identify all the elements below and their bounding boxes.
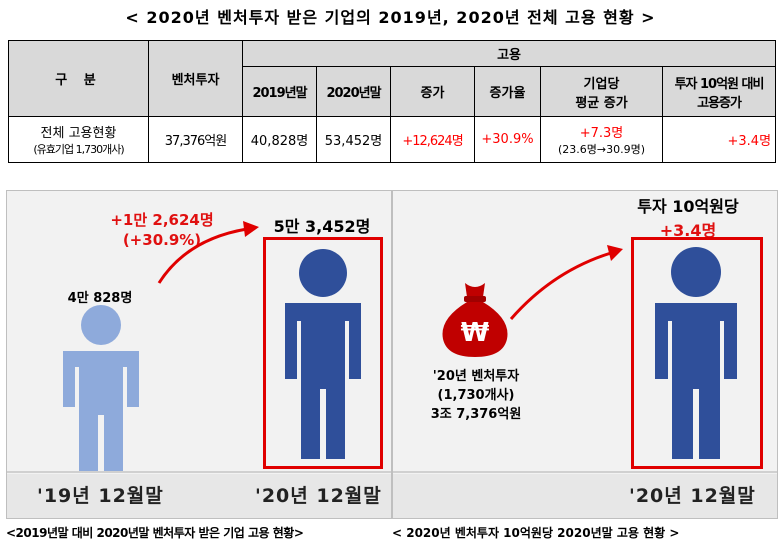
right-infographic-panel: 투자 10억원당 +3.4명 ₩ '20년 벤처투자 (1,730개사) 3조 … xyxy=(392,190,778,519)
year-2020-label: '20년 12월말 xyxy=(629,485,756,507)
cell-avg-line1: +7.3명 xyxy=(579,126,624,141)
cell-avg-line2: (23.6명→30.9명) xyxy=(557,143,646,156)
right-caption: < 2020년 벤처투자 10억원당 2020년말 고용 현황 > xyxy=(392,521,776,545)
header-rate: 증가율 xyxy=(474,66,541,117)
employment-table: 구 분 벤처투자 고용 2019년말 2020년말 증가 증가율 기업당 평균 … xyxy=(8,40,777,163)
cell-emp2019: 40,828명 xyxy=(242,116,317,163)
left-infographic-panel: +1만 2,624명 (+30.9%) 4만 828명 5만 3,452명 '1… xyxy=(6,190,392,519)
floor-band xyxy=(393,474,777,518)
per-title-label: 투자 10억원당 xyxy=(637,197,739,216)
header-avg-line1: 기업당 xyxy=(583,76,620,92)
cell-avg: +7.3명 (23.6명→30.9명) xyxy=(540,116,663,163)
person-icon xyxy=(63,305,139,471)
cell-emp2020: 53,452명 xyxy=(316,116,391,163)
page-title: < 2020년 벤처투자 받은 기업의 2019년, 2020년 전체 고용 현… xyxy=(125,8,656,27)
highlight-box-per xyxy=(631,237,763,469)
cell-rate: +30.9% xyxy=(474,116,541,163)
arrow-icon xyxy=(509,245,623,320)
invest-line1: '20년 벤처투자 xyxy=(432,369,520,384)
header-per: 투자 10억원 대비 고용증가 xyxy=(661,66,777,117)
increase-label-line1: +1만 2,624명 xyxy=(110,211,214,229)
cell-per: +3.4명 xyxy=(661,116,777,163)
header-increase: 증가 xyxy=(390,66,475,117)
cell-increase: +12,624명 xyxy=(390,116,475,163)
ground-line xyxy=(7,471,391,473)
header-employment: 고용 xyxy=(241,40,777,67)
header-avg: 기업당 평균 증가 xyxy=(540,66,663,117)
row-label-line2: (유효기업 1,730개사) xyxy=(33,143,124,156)
header-invest: 벤처투자 xyxy=(148,40,243,117)
row-label: 전체 고용현황 (유효기업 1,730개사) xyxy=(8,116,149,163)
money-bag-icon: ₩ xyxy=(442,283,508,357)
header-gubun: 구 분 xyxy=(8,40,149,117)
floor-band xyxy=(7,474,391,518)
won-symbol: ₩ xyxy=(461,318,490,348)
count-2020-label: 5만 3,452명 xyxy=(273,217,371,236)
year-2020-label: '20년 12월말 xyxy=(255,485,382,507)
ground-line xyxy=(393,471,777,473)
arrow-icon xyxy=(157,221,259,284)
highlight-box-2020 xyxy=(263,237,383,469)
row-label-line1: 전체 고용현황 xyxy=(40,126,117,141)
cell-invest: 37,376억원 xyxy=(148,116,243,163)
person-icon xyxy=(655,247,737,459)
left-caption: <2019년말 대비 2020년말 벤처투자 받은 기업 고용 현황> xyxy=(6,521,390,545)
year-2019-label: '19년 12월말 xyxy=(37,485,164,507)
invest-line3: 3조 7,376억원 xyxy=(430,407,522,422)
count-2019-label: 4만 828명 xyxy=(67,291,133,306)
header-2020: 2020년말 xyxy=(316,66,391,117)
header-per-line1: 투자 10억원 대비 xyxy=(674,76,765,92)
invest-line2: (1,730개사) xyxy=(437,388,515,403)
header-avg-line2: 평균 증가 xyxy=(575,95,628,111)
per-value-label: +3.4명 xyxy=(659,221,717,240)
header-2019: 2019년말 xyxy=(242,66,317,117)
increase-label-line2: (+30.9%) xyxy=(122,231,202,249)
person-icon xyxy=(285,249,361,459)
header-per-line2: 고용증가 xyxy=(697,95,742,111)
